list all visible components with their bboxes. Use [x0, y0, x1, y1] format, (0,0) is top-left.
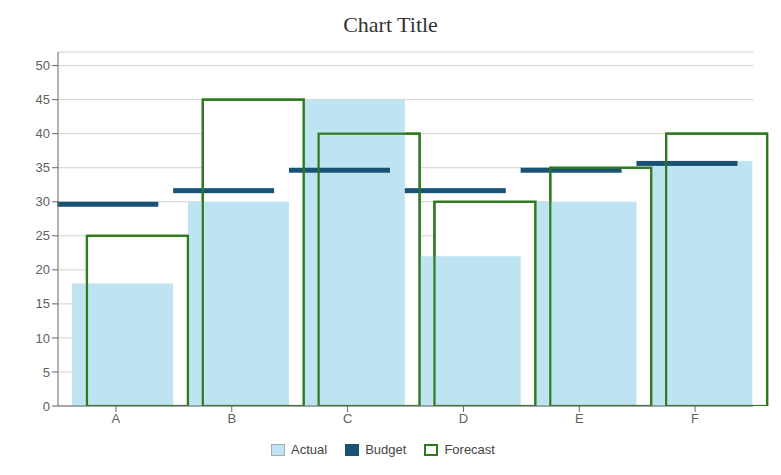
svg-text:D: D [459, 411, 468, 426]
svg-text:5: 5 [43, 365, 50, 380]
svg-text:F: F [691, 411, 699, 426]
html-text:Chart Title: Chart Title [343, 12, 438, 37]
svg-text:B: B [227, 411, 236, 426]
svg-text:25: 25 [36, 228, 50, 243]
svg-text:0: 0 [43, 399, 50, 414]
svg-text:10: 10 [36, 331, 50, 346]
svg-text:30: 30 [36, 194, 50, 209]
html-text:Forecast: Forecast [444, 442, 495, 457]
html-text:Budget: Budget [365, 442, 407, 457]
svg-text:50: 50 [36, 58, 50, 73]
svg-text:E: E [575, 411, 584, 426]
svg-text:C: C [343, 411, 352, 426]
html-text:Actual: Actual [291, 442, 328, 457]
svg-text:40: 40 [36, 126, 50, 141]
svg-text:35: 35 [36, 160, 50, 175]
svg-text:A: A [112, 411, 121, 426]
svg-text:20: 20 [36, 262, 50, 277]
svg-text:15: 15 [36, 296, 50, 311]
svg-text:45: 45 [36, 92, 50, 107]
